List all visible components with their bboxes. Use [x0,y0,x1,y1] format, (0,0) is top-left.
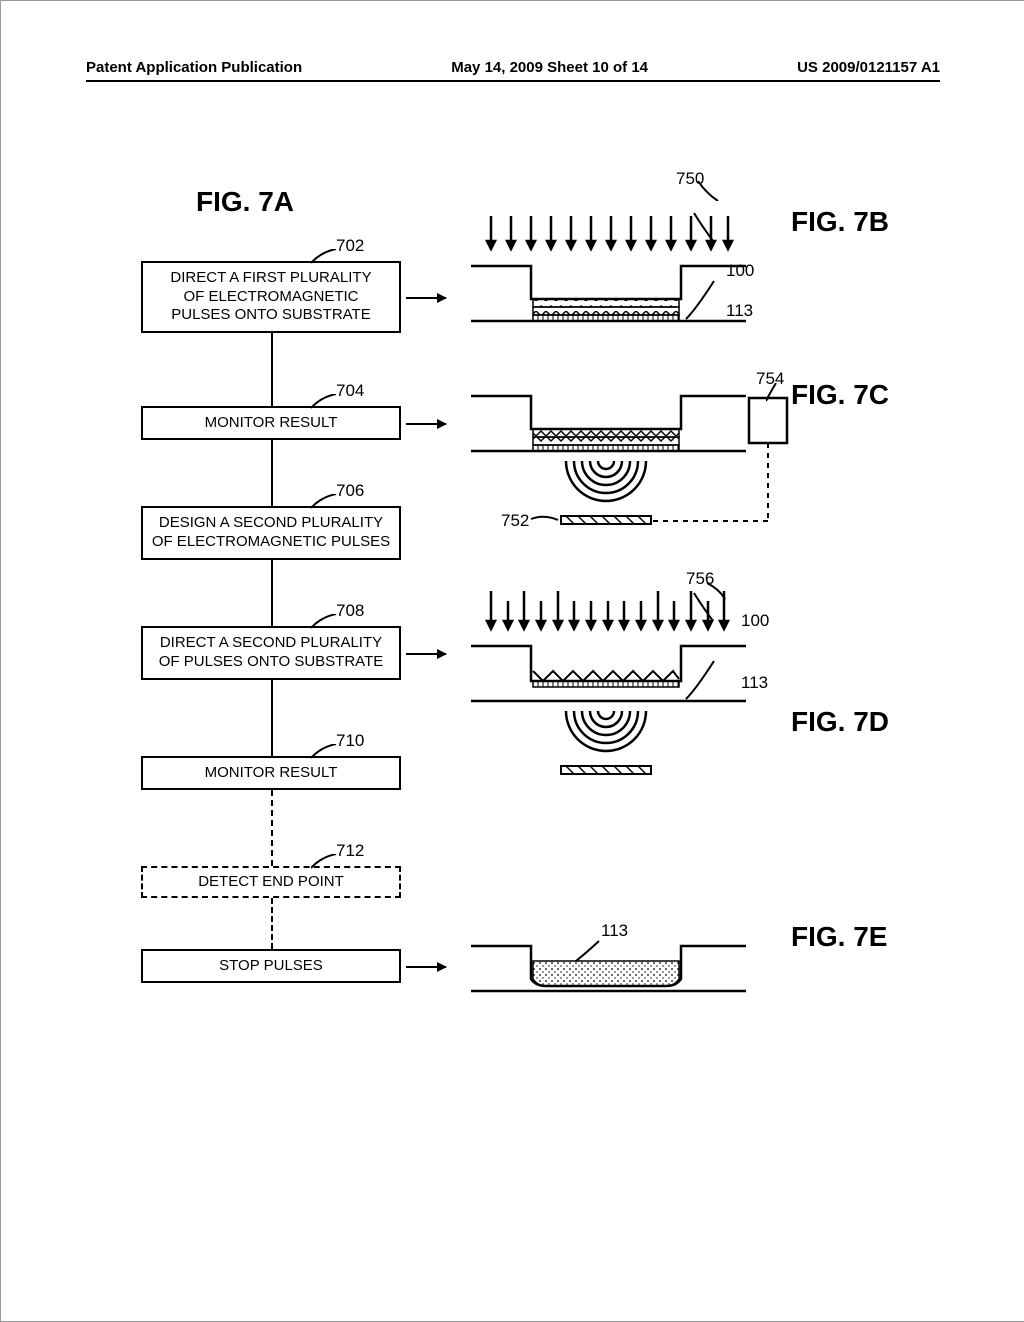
flow-702: DIRECT A FIRST PLURALITY OF ELECTROMAGNE… [141,261,401,333]
arrow-to-7b [406,297,446,299]
header-left: Patent Application Publication [86,59,302,76]
ref-d113: 113 [741,673,768,693]
flow-706-text: DESIGN A SECOND PLURALITY OF ELECTROMAGN… [152,514,390,552]
flow-710-text: MONITOR RESULT [205,764,338,783]
flow-712-text: DETECT END POINT [198,873,344,892]
conn-712-stop [271,898,275,949]
fig-7e-label: FIG. 7E [791,921,887,953]
fig-7a-label: FIG. 7A [196,186,294,218]
leader-706 [311,494,341,512]
leader-712 [311,854,341,872]
conn-706-708 [271,560,273,626]
flow-704-text: MONITOR RESULT [205,414,338,433]
leader-702 [311,249,341,267]
flow-710: MONITOR RESULT [141,756,401,790]
flow-712: DETECT END POINT [141,866,401,898]
figure-canvas: FIG. 7A FIG. 7B FIG. 7C FIG. 7D FIG. 7E … [101,151,921,1131]
leader-b750 [696,181,726,201]
leader-708 [311,614,341,632]
ref-b113: 113 [726,301,753,321]
flow-704: MONITOR RESULT [141,406,401,440]
conn-704-706 [271,440,273,506]
arrow-to-7d [406,653,446,655]
ref-c752: 752 [501,511,529,531]
conn-702-704 [271,333,273,406]
conn-708-710 [271,680,273,756]
flow-706: DESIGN A SECOND PLURALITY OF ELECTROMAGN… [141,506,401,560]
leader-c754 [766,383,788,403]
header-center: May 14, 2009 Sheet 10 of 14 [451,59,648,76]
leader-704 [311,394,341,412]
ref-b100: 100 [726,261,754,281]
header-right: US 2009/0121157 A1 [797,59,940,76]
flow-702-text: DIRECT A FIRST PLURALITY OF ELECTROMAGNE… [170,269,371,325]
flow-708: DIRECT A SECOND PLURALITY OF PULSES ONTO… [141,626,401,680]
arrow-to-7e [406,966,446,968]
page: Patent Application Publication May 14, 2… [0,0,1024,1322]
flow-708-text: DIRECT A SECOND PLURALITY OF PULSES ONTO… [159,634,384,672]
arrow-to-7c [406,423,446,425]
fig-7b-label: FIG. 7B [791,206,889,238]
leader-710 [311,744,341,762]
flow-stop: STOP PULSES [141,949,401,983]
fig-7d-label: FIG. 7D [791,706,889,738]
fig-7d-diagram [466,571,786,781]
flow-stop-text: STOP PULSES [219,957,323,976]
page-header: Patent Application Publication May 14, 2… [86,59,940,82]
fig-7e-diagram [466,931,786,1011]
ref-d100: 100 [741,611,769,631]
ref-e113: 113 [601,921,628,941]
conn-710-712 [271,790,275,866]
leader-d756 [701,583,727,601]
